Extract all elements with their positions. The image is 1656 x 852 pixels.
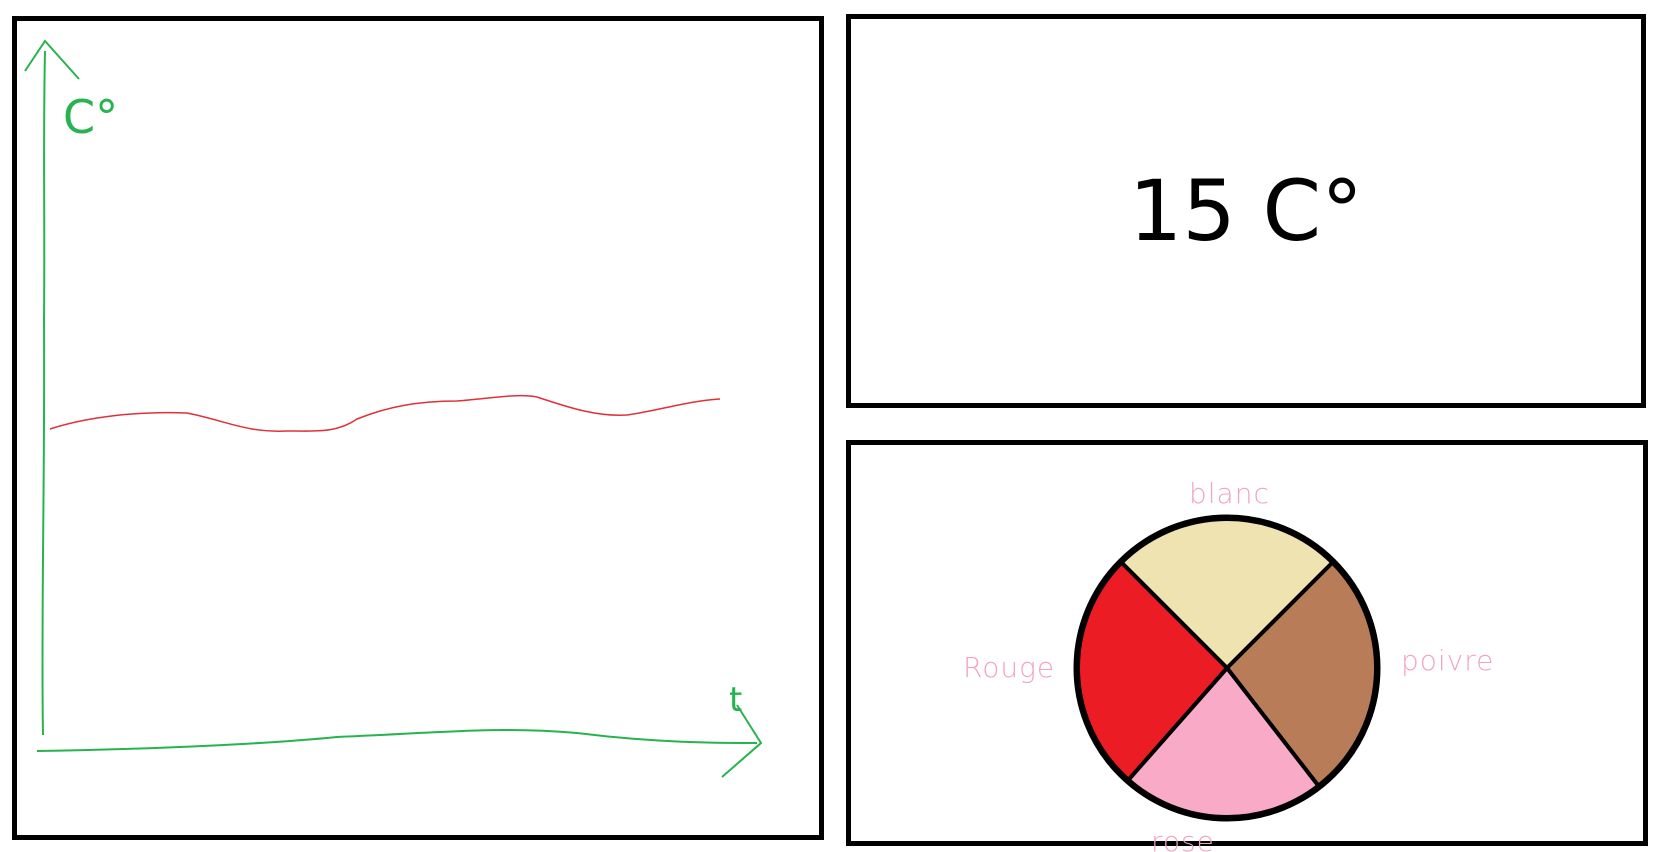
x-axis-arrow (721, 704, 763, 778)
temperature-value: 15 C° (1128, 162, 1364, 260)
temperature-graph: C° t (24, 39, 763, 778)
label-poivre: poivre (1401, 644, 1494, 677)
wine-pie-chart: blanc poivre rose Rouge (963, 477, 1494, 852)
temperature-display-panel: 15 C° (846, 14, 1646, 408)
label-rose: rose (1151, 825, 1215, 852)
x-axis-label: t (729, 680, 742, 720)
temperature-graph-panel: C° t (12, 16, 824, 840)
label-blanc: blanc (1189, 477, 1270, 510)
y-axis (41, 50, 46, 736)
y-axis-arrow (24, 39, 80, 80)
wine-pie-panel: blanc poivre rose Rouge (846, 440, 1648, 852)
x-axis (36, 729, 758, 752)
temperature-curve (49, 394, 721, 432)
label-rouge: Rouge (963, 651, 1055, 684)
pie-outline (1073, 514, 1381, 822)
y-axis-label: C° (63, 90, 118, 144)
